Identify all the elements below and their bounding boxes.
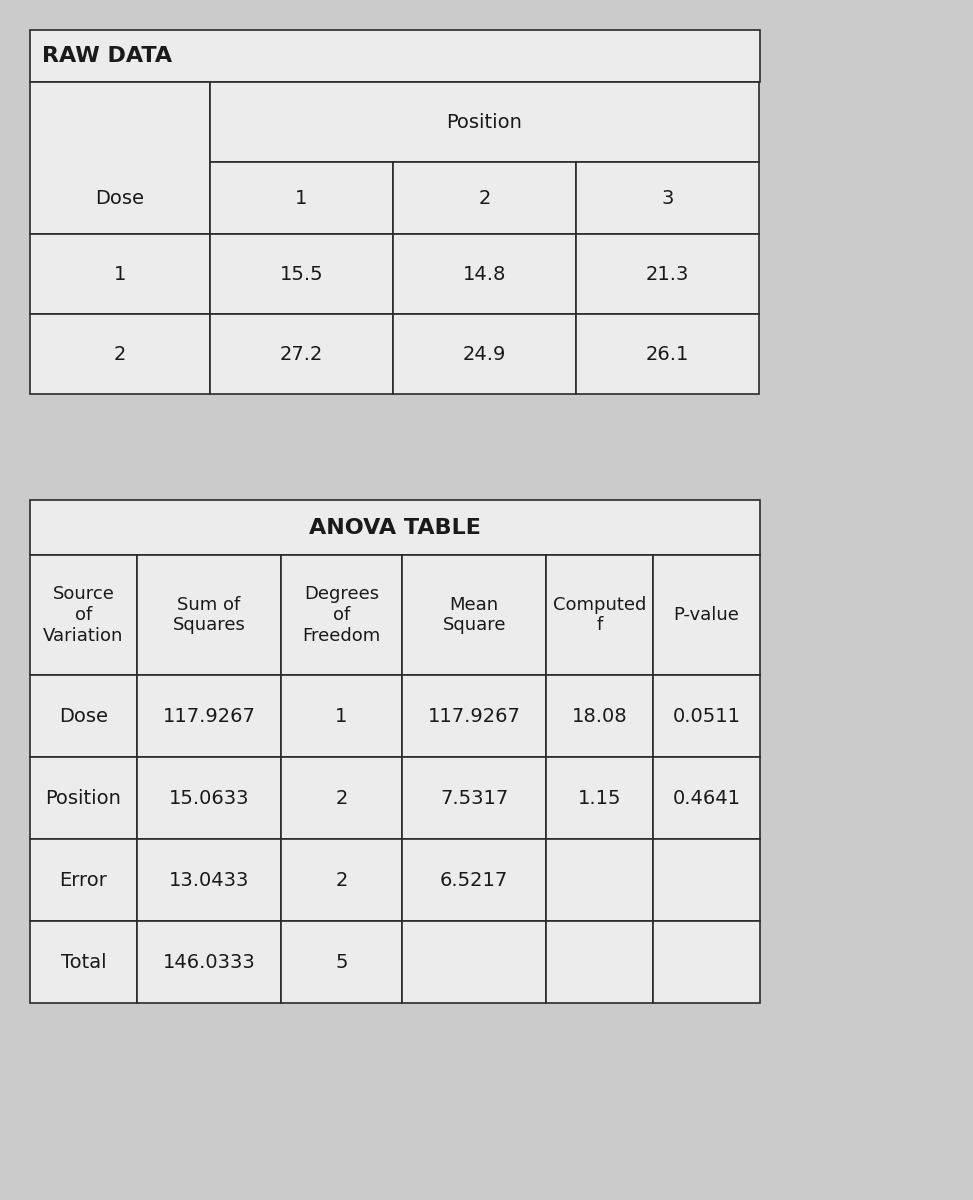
Bar <box>30 922 137 1003</box>
Text: 1.15: 1.15 <box>578 788 622 808</box>
Text: 2: 2 <box>114 344 126 364</box>
Bar <box>137 674 281 757</box>
Bar <box>546 674 653 757</box>
Bar <box>210 234 393 314</box>
Text: Sum of
Squares: Sum of Squares <box>172 595 245 635</box>
Text: 2: 2 <box>336 870 347 889</box>
Text: 21.3: 21.3 <box>646 264 689 283</box>
Bar <box>137 922 281 1003</box>
Bar <box>30 500 760 554</box>
Text: 1: 1 <box>296 188 307 208</box>
Text: 27.2: 27.2 <box>280 344 323 364</box>
Bar <box>402 839 546 922</box>
Text: 1: 1 <box>114 264 126 283</box>
Bar <box>281 757 402 839</box>
Text: Computed
f: Computed f <box>553 595 646 635</box>
Bar <box>653 757 760 839</box>
Bar <box>653 839 760 922</box>
Bar <box>137 554 281 674</box>
Bar <box>393 162 576 234</box>
Text: 18.08: 18.08 <box>572 707 628 726</box>
Text: Error: Error <box>59 870 107 889</box>
Bar <box>30 234 210 314</box>
Text: 26.1: 26.1 <box>646 344 689 364</box>
Bar <box>210 162 393 234</box>
Bar <box>30 554 137 674</box>
Text: P-value: P-value <box>673 606 739 624</box>
Bar <box>576 234 759 314</box>
Text: Total: Total <box>60 953 106 972</box>
Bar <box>546 922 653 1003</box>
Bar <box>402 757 546 839</box>
Text: RAW DATA: RAW DATA <box>42 46 172 66</box>
Text: 3: 3 <box>662 188 673 208</box>
Bar <box>30 674 137 757</box>
Bar <box>576 314 759 394</box>
Text: 24.9: 24.9 <box>463 344 506 364</box>
Bar <box>393 314 576 394</box>
Text: Mean
Square: Mean Square <box>443 595 506 635</box>
Bar <box>576 162 759 234</box>
Text: Source
of
Variation: Source of Variation <box>43 586 124 644</box>
Bar <box>393 234 576 314</box>
Text: ANOVA TABLE: ANOVA TABLE <box>309 517 481 538</box>
Bar <box>281 839 402 922</box>
Text: 146.0333: 146.0333 <box>162 953 255 972</box>
Text: 5: 5 <box>336 953 347 972</box>
Text: Dose: Dose <box>95 188 145 208</box>
Text: Dose: Dose <box>59 707 108 726</box>
Bar <box>210 82 759 162</box>
Text: 1: 1 <box>336 707 347 726</box>
Bar <box>30 82 210 234</box>
Text: 2: 2 <box>479 188 490 208</box>
Text: 15.5: 15.5 <box>279 264 323 283</box>
Bar <box>137 839 281 922</box>
Text: 0.4641: 0.4641 <box>672 788 740 808</box>
Text: Position: Position <box>46 788 122 808</box>
Bar <box>402 922 546 1003</box>
Text: 2: 2 <box>336 788 347 808</box>
Bar <box>30 30 760 82</box>
Bar <box>281 922 402 1003</box>
Bar <box>653 922 760 1003</box>
Text: Position: Position <box>447 113 523 132</box>
Text: 13.0433: 13.0433 <box>168 870 249 889</box>
Bar <box>30 839 137 922</box>
Bar <box>137 757 281 839</box>
Bar <box>402 554 546 674</box>
Text: 14.8: 14.8 <box>463 264 506 283</box>
Bar <box>546 554 653 674</box>
Text: Degrees
of
Freedom: Degrees of Freedom <box>303 586 380 644</box>
Bar <box>653 554 760 674</box>
Text: 117.9267: 117.9267 <box>162 707 255 726</box>
Bar <box>402 674 546 757</box>
Bar <box>210 314 393 394</box>
Text: 6.5217: 6.5217 <box>440 870 508 889</box>
Bar <box>653 674 760 757</box>
Bar <box>30 314 210 394</box>
Bar <box>281 674 402 757</box>
Text: 117.9267: 117.9267 <box>428 707 521 726</box>
Text: 0.0511: 0.0511 <box>672 707 740 726</box>
Text: 7.5317: 7.5317 <box>440 788 508 808</box>
Text: 15.0633: 15.0633 <box>168 788 249 808</box>
Bar <box>546 839 653 922</box>
Bar <box>281 554 402 674</box>
Bar <box>30 757 137 839</box>
Bar <box>546 757 653 839</box>
